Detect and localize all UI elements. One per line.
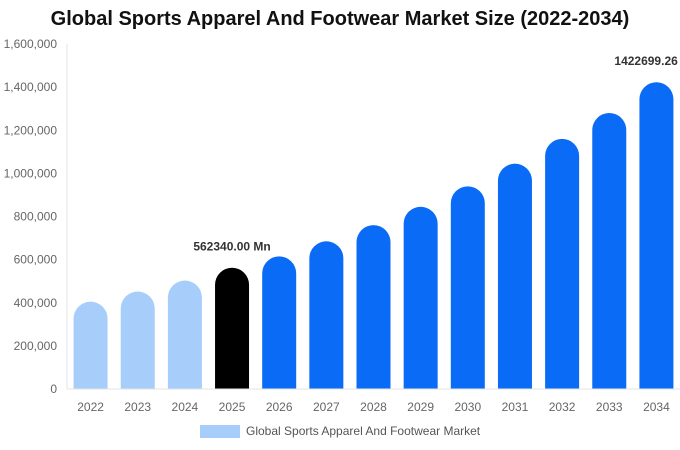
bar-2027 <box>309 241 344 389</box>
x-tick-label: 2023 <box>124 400 151 414</box>
bar-2028 <box>356 225 391 389</box>
y-tick-label: 800,000 <box>14 210 58 224</box>
bar-2033 <box>592 113 627 389</box>
y-tick-label: 1,600,000 <box>4 37 58 51</box>
x-tick-label: 2033 <box>596 400 623 414</box>
bar-2034 <box>639 82 674 389</box>
x-tick-label: 2031 <box>502 400 529 414</box>
annotations: 562340.00 Mn 1422699.26 Mn <box>193 54 680 254</box>
x-tick-label: 2025 <box>219 400 246 414</box>
y-tick-label: 0 <box>50 382 57 396</box>
y-axis: 0 200,000 400,000 600,000 800,000 1,000,000 1,… <box>4 37 68 396</box>
bar-2031 <box>497 163 532 389</box>
bar-2023 <box>120 291 155 389</box>
x-tick-label: 2024 <box>172 400 199 414</box>
x-axis: 2022 2023 2024 2025 2026 2027 2028 2029 2030 2031… <box>67 388 680 414</box>
legend: Global Sports Apparel And Footwear Marke… <box>200 424 480 438</box>
legend-swatch <box>200 424 240 438</box>
bars <box>73 82 674 389</box>
x-tick-label: 2034 <box>643 400 670 414</box>
y-tick-label: 400,000 <box>14 296 58 310</box>
y-tick-label: 1,400,000 <box>4 80 58 94</box>
bar-2026 <box>262 256 297 389</box>
bar-2029 <box>403 206 438 389</box>
x-tick-label: 2030 <box>454 400 481 414</box>
x-tick-label: 2028 <box>360 400 387 414</box>
y-tick-label: 1,000,000 <box>4 166 58 180</box>
y-tick-label: 200,000 <box>14 339 58 353</box>
data-label-2025: 562340.00 Mn <box>193 240 270 254</box>
chart-title: Global Sports Apparel And Footwear Marke… <box>50 8 630 30</box>
x-tick-label: 2022 <box>77 400 104 414</box>
bar-2032 <box>545 138 580 389</box>
x-tick-label: 2027 <box>313 400 340 414</box>
y-tick-label: 1,200,000 <box>4 123 58 137</box>
bar-2025 <box>215 267 250 389</box>
x-tick-label: 2026 <box>266 400 293 414</box>
bar-2030 <box>450 186 485 389</box>
legend-label: Global Sports Apparel And Footwear Marke… <box>246 424 481 438</box>
x-tick-label: 2029 <box>407 400 434 414</box>
y-tick-label: 600,000 <box>14 253 58 267</box>
x-tick-label: 2032 <box>549 400 576 414</box>
data-label-2034: 1422699.26 Mn <box>614 54 680 68</box>
bar-2022 <box>73 301 108 389</box>
bar-2024 <box>167 280 202 389</box>
